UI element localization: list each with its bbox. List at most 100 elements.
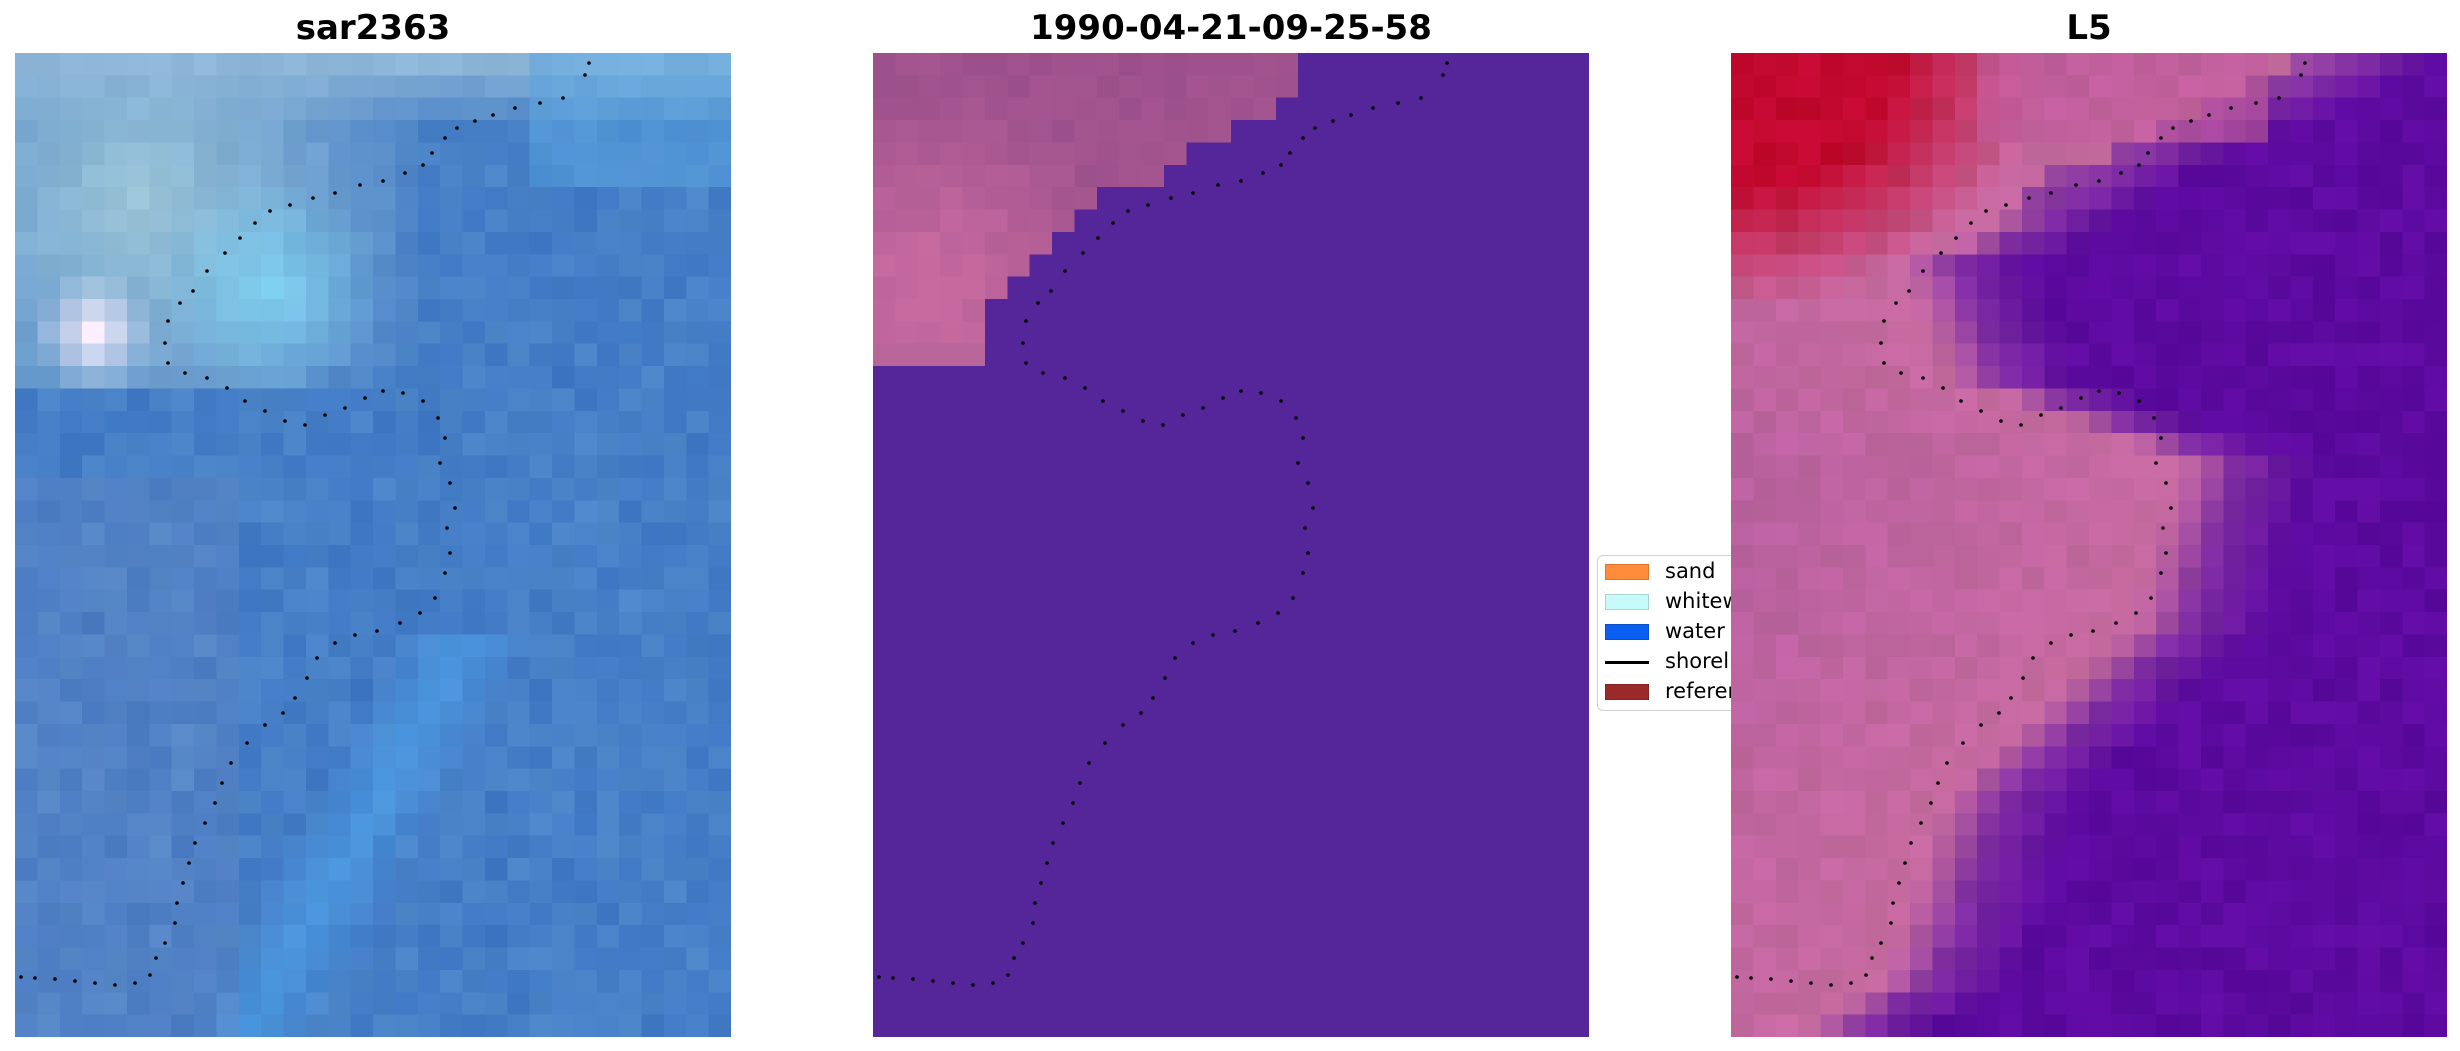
shoreline-dot: [1349, 113, 1353, 117]
shoreline-dot: [583, 73, 587, 77]
shoreline-dot: [2079, 396, 2083, 400]
shoreline-dot: [1161, 423, 1165, 427]
shoreline-overlay: [19, 61, 591, 987]
legend-swatch-reference: [1605, 684, 1649, 700]
shoreline-dot: [191, 289, 195, 293]
shoreline-dot: [1031, 921, 1035, 925]
shoreline-dot: [1954, 236, 1958, 240]
shoreline-dot: [2164, 551, 2168, 555]
shoreline-dot: [2009, 696, 2013, 700]
shoreline-dot: [1051, 841, 1055, 845]
shoreline-dot: [2146, 151, 2150, 155]
shoreline-dot: [375, 629, 379, 633]
image-panel-classification: [873, 53, 1589, 1037]
shoreline-dot: [1306, 481, 1310, 485]
legend-label: reference: [1665, 679, 1731, 703]
shoreline-dot: [238, 236, 242, 240]
shoreline-dot: [1903, 861, 1907, 865]
shoreline-dot: [1191, 191, 1195, 195]
shoreline-dot: [19, 975, 23, 979]
shoreline-dot: [173, 921, 177, 925]
shoreline-dot: [263, 723, 267, 727]
legend-item-reference: reference: [1598, 676, 1731, 706]
shoreline-dot: [178, 301, 182, 305]
shoreline-dot: [1301, 436, 1305, 440]
legend-item-sand: sand: [1598, 556, 1731, 586]
shoreline-dot: [443, 136, 447, 140]
shoreline-dot: [1121, 409, 1125, 413]
shoreline-dot: [1313, 126, 1317, 130]
shoreline-dot: [2021, 676, 2025, 680]
shoreline-dot: [2154, 461, 2158, 465]
shoreline-dot: [1882, 361, 1886, 365]
shoreline-dot: [1919, 821, 1923, 825]
shoreline-dot: [220, 781, 224, 785]
legend-swatch-water: [1605, 624, 1649, 640]
shoreline-dot: [2159, 571, 2163, 575]
shoreline-dot: [443, 436, 447, 440]
shoreline-dot: [1864, 973, 1868, 977]
shoreline-dot: [2254, 101, 2258, 105]
shoreline-dot: [1276, 611, 1280, 615]
shoreline-dot: [2059, 406, 2063, 410]
shoreline-dot: [2159, 136, 2163, 140]
shoreline-dot: [175, 901, 179, 905]
shoreline-dot: [1173, 656, 1177, 660]
shoreline-dot: [2027, 196, 2031, 200]
shoreline-dot: [1769, 977, 1773, 981]
image-panel-sar: [15, 53, 731, 1037]
shoreline-dot: [1959, 399, 1963, 403]
shoreline-dot: [877, 975, 881, 979]
shoreline-dot: [401, 391, 405, 395]
shoreline-dot: [1371, 106, 1375, 110]
shoreline-dot: [193, 841, 197, 845]
shoreline-dot: [1396, 101, 1400, 105]
shoreline-dot: [1256, 621, 1260, 625]
shoreline-dot: [283, 419, 287, 423]
shoreline-dot: [53, 977, 57, 981]
shoreline-dot: [323, 413, 327, 417]
shoreline-dot: [181, 881, 185, 885]
shoreline-dot: [1879, 941, 1883, 945]
shoreline-dot: [2171, 126, 2175, 130]
shoreline-dot: [73, 979, 77, 983]
shoreline-dot: [1301, 571, 1305, 575]
shoreline-dot: [1997, 711, 2001, 715]
shoreline-dot: [1049, 289, 1053, 293]
shoreline-dot: [1899, 371, 1903, 375]
shoreline-dot: [133, 981, 137, 985]
shoreline-dot: [1024, 361, 1028, 365]
shoreline-dot: [2229, 106, 2233, 110]
shoreline-dot: [225, 386, 229, 390]
shoreline-dot: [1897, 881, 1901, 885]
shoreline-dot: [2299, 73, 2303, 77]
shoreline-dot: [448, 481, 452, 485]
shoreline-dot: [1939, 251, 1943, 255]
image-panel-index: [1731, 53, 2447, 1037]
shoreline-dot: [561, 96, 565, 100]
shoreline-dot: [2074, 183, 2078, 187]
shoreline-dot: [93, 981, 97, 985]
shoreline-dot: [911, 977, 915, 981]
shoreline-dot: [1021, 341, 1025, 345]
shoreline-dot: [154, 956, 158, 960]
shoreline-dot: [1006, 973, 1010, 977]
shoreline-dot: [148, 973, 152, 977]
shoreline-dot: [1749, 976, 1753, 980]
shoreline-overlay: [877, 61, 1449, 987]
shoreline-dot: [1045, 861, 1049, 865]
shoreline-dot: [2303, 61, 2307, 65]
shoreline-dot: [2152, 416, 2156, 420]
shoreline-dot: [436, 416, 440, 420]
shoreline-dot: [421, 163, 425, 167]
shoreline-dot: [1921, 376, 1925, 380]
shoreline-dot: [2097, 389, 2101, 393]
shoreline-dot: [2049, 191, 2053, 195]
shoreline-dot: [1279, 163, 1283, 167]
shoreline-dot: [1441, 73, 1445, 77]
shoreline-dot: [245, 741, 249, 745]
shoreline-dot: [2159, 436, 2163, 440]
shoreline-dot: [2031, 656, 2035, 660]
